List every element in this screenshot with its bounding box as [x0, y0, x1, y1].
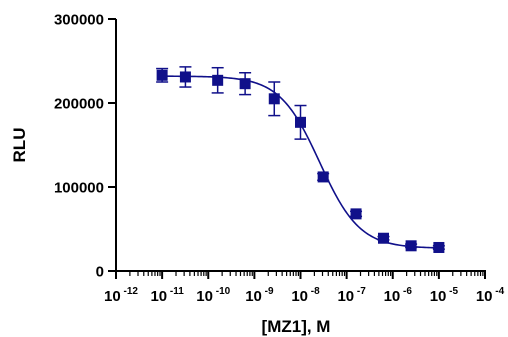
x-tick-label: 10 -11: [150, 286, 184, 305]
y-tick-label: 100000: [54, 180, 104, 197]
square-marker: [377, 232, 389, 244]
data-point: [294, 104, 307, 140]
x-tick-label: 10 -9: [245, 286, 274, 305]
x-tick-label: 10 -12: [104, 286, 138, 305]
x-tick-label: 10 -7: [337, 286, 366, 305]
data-points-group: [156, 66, 445, 253]
axes: 0 100000 200000 300000 10 -12 10 -11 10 -10 10 …: [54, 12, 505, 306]
square-marker: [268, 93, 280, 105]
square-marker: [350, 208, 362, 220]
data-point: [405, 240, 418, 252]
y-tick-label: 0: [96, 264, 104, 281]
fit-curve: [162, 75, 439, 249]
data-point: [239, 72, 252, 96]
data-point: [179, 66, 192, 88]
fit-curve-group: [162, 75, 439, 249]
square-marker: [317, 171, 329, 183]
data-point: [350, 208, 363, 220]
x-tick-label: 10 -10: [196, 286, 230, 305]
square-marker: [295, 116, 306, 128]
square-marker: [179, 71, 191, 83]
x-tick-label: 10 -4: [476, 286, 505, 305]
y-axis-label: RLU: [10, 128, 29, 163]
data-point: [377, 232, 390, 244]
x-tick-label: 10 -6: [384, 286, 413, 305]
square-marker: [239, 78, 251, 90]
data-point: [211, 66, 224, 94]
square-marker: [433, 241, 445, 253]
data-point: [156, 67, 169, 83]
square-marker: [405, 240, 417, 252]
x-tick-label: 10 -5: [430, 286, 459, 305]
x-tick-label: 10 -8: [291, 286, 320, 305]
y-tick-label: 200000: [54, 96, 104, 113]
square-marker: [156, 69, 168, 81]
data-point: [268, 81, 281, 117]
x-axis-label: [MZ1], M: [262, 317, 331, 336]
data-point: [317, 171, 330, 183]
square-marker: [212, 74, 224, 86]
data-point: [432, 241, 445, 253]
y-tick-label: 300000: [54, 12, 104, 29]
